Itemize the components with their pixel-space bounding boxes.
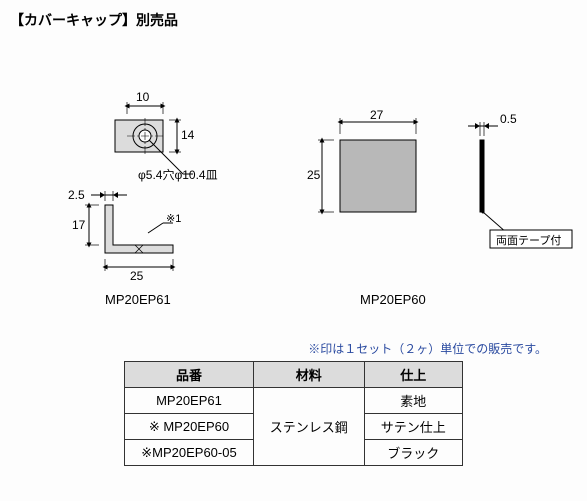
drawing-area: 10 14 φ5.4穴φ10.4皿 2.5 17 25 ※1 27 25 0.5…	[10, 60, 577, 320]
cell-pn: ※ MP20EP60	[125, 414, 253, 440]
table-header-row: 品番 材料 仕上	[125, 362, 462, 388]
label-mp20ep61: MP20EP61	[105, 292, 171, 307]
dim-27: 27	[370, 108, 383, 122]
cell-finish: 素地	[364, 388, 462, 414]
cell-material: ステンレス鋼	[253, 388, 364, 466]
hole-note: φ5.4穴φ10.4皿	[138, 166, 218, 183]
sale-note: ※印は１セット（２ヶ）単位での販売です。	[10, 340, 547, 357]
col-pn: 品番	[125, 362, 253, 388]
dim-2p5: 2.5	[68, 188, 85, 202]
mark-1: ※1	[166, 212, 181, 225]
mp20ep61-side	[85, 191, 173, 271]
dim-r25: 25	[307, 168, 320, 182]
table-row: MP20EP61 ステンレス鋼 素地	[125, 388, 462, 414]
dim-14: 14	[181, 128, 194, 142]
col-material: 材料	[253, 362, 364, 388]
col-finish: 仕上	[364, 362, 462, 388]
mp20ep60-front	[318, 118, 416, 212]
label-mp20ep60: MP20EP60	[360, 292, 426, 307]
diagram-svg	[10, 60, 577, 320]
spec-table: 品番 材料 仕上 MP20EP61 ステンレス鋼 素地 ※ MP20EP60 サ…	[124, 361, 462, 466]
cell-finish: ブラック	[364, 440, 462, 466]
dim-25: 25	[130, 269, 143, 283]
cell-finish: サテン仕上	[364, 414, 462, 440]
cell-pn: MP20EP61	[125, 388, 253, 414]
mp20ep60-edge	[468, 122, 525, 240]
page-title: 【カバーキャップ】別売品	[10, 10, 577, 30]
dim-17: 17	[72, 218, 85, 232]
dim-0p5: 0.5	[500, 112, 517, 126]
dim-10: 10	[136, 90, 149, 104]
cell-pn: ※MP20EP60-05	[125, 440, 253, 466]
tape-note: 両面テープ付	[496, 232, 561, 248]
